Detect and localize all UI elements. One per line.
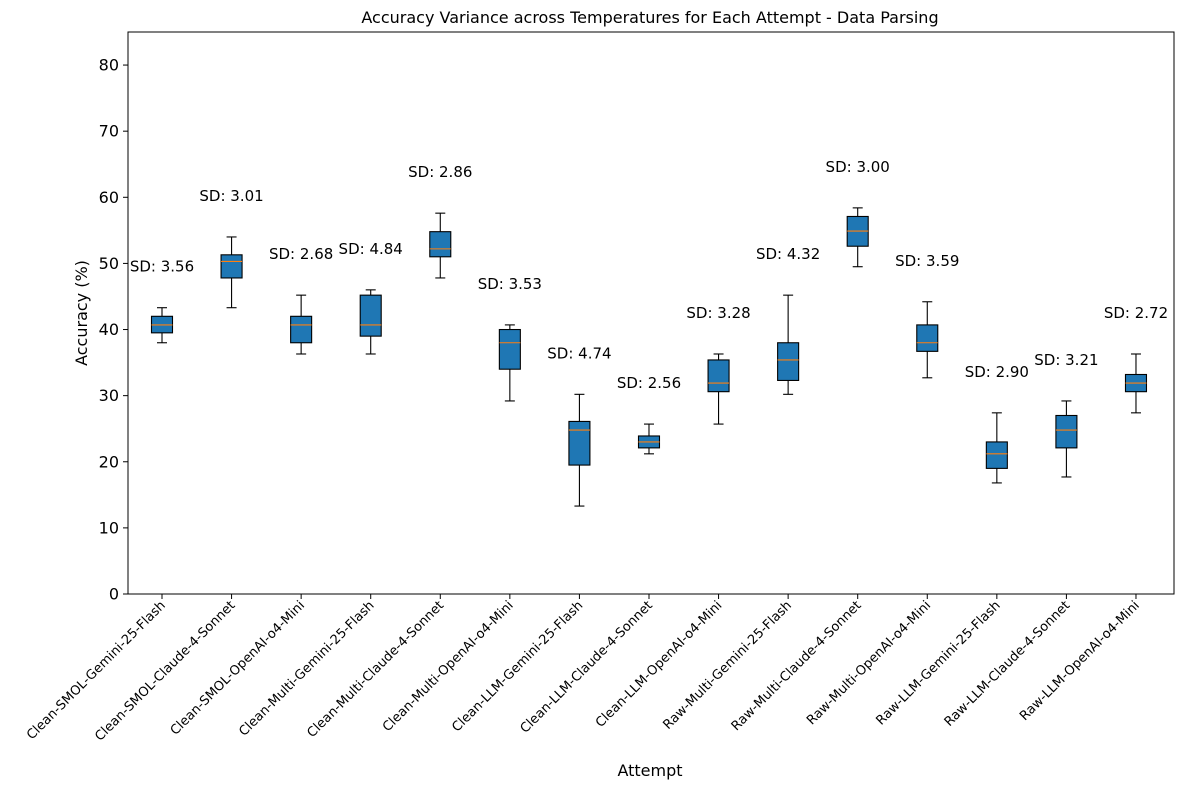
y-tick-label: 10 [99, 518, 119, 537]
y-tick-label: 60 [99, 188, 119, 207]
box-plot-8: SD: 2.56 [617, 374, 681, 455]
x-tick-label: Clean-LLM-Gemini-25-Flash [449, 598, 586, 735]
y-tick-label: 40 [99, 320, 119, 339]
x-tick-label: Raw-Multi-Gemini-25-Flash [660, 598, 794, 732]
box-plot-5: SD: 2.86 [408, 163, 472, 279]
iqr-box [359, 294, 382, 337]
sd-annotation: SD: 4.84 [339, 240, 403, 258]
y-tick-label: 50 [99, 254, 119, 273]
box-plot-4: SD: 4.84 [339, 240, 403, 355]
sd-annotation: SD: 4.74 [547, 344, 611, 362]
box-plot-9: SD: 3.28 [686, 304, 751, 425]
box-plot-10: SD: 4.32 [756, 245, 820, 395]
x-tick-label: Clean-SMOL-Gemini-25-Flash [24, 598, 169, 743]
sd-annotation: SD: 3.56 [130, 258, 194, 276]
x-tick-label: Clean-SMOL-OpenAI-o4-Mini [168, 598, 308, 738]
y-tick-label: 80 [99, 56, 119, 75]
sd-annotation: SD: 4.32 [756, 245, 820, 263]
y-tick-label: 70 [99, 122, 119, 141]
sd-annotation: SD: 2.72 [1104, 304, 1168, 322]
x-tick-label: Raw-LLM-Claude-4-Sonnet [942, 598, 1074, 730]
iqr-box [985, 441, 1008, 469]
sd-annotation: SD: 2.56 [617, 374, 681, 392]
iqr-box [568, 420, 591, 466]
x-tick-label: Raw-Multi-OpenAI-o4-Mini [804, 598, 934, 728]
y-tick-label: 20 [99, 452, 119, 471]
sd-annotation: SD: 3.21 [1034, 351, 1098, 369]
box-plot-2: SD: 3.01 [199, 187, 264, 309]
box-plot-7: SD: 4.74 [547, 344, 612, 507]
x-tick-label: Clean-Multi-Gemini-25-Flash [236, 598, 377, 739]
x-tick-label: Clean-LLM-Claude-4-Sonnet [518, 598, 656, 736]
iqr-box [429, 231, 452, 258]
iqr-box [290, 315, 313, 344]
box-plot-12: SD: 3.59 [895, 252, 959, 379]
sd-annotation: SD: 3.28 [686, 304, 750, 322]
iqr-box [777, 342, 800, 381]
sd-annotation: SD: 2.68 [269, 245, 333, 263]
box-plot-14: SD: 3.21 [1034, 351, 1099, 478]
sd-annotation: SD: 3.59 [895, 252, 959, 270]
box-plot-6: SD: 3.53 [478, 275, 542, 402]
sd-annotation: SD: 3.01 [199, 187, 263, 205]
box-plot-3: SD: 2.68 [269, 245, 333, 355]
x-axis-label: Attempt [617, 761, 682, 780]
iqr-box [1055, 414, 1078, 449]
y-axis: 0 10 20 30 40 50 60 70 80 [99, 56, 128, 604]
box-plot-1: SD: 3.56 [130, 258, 194, 344]
x-tick-label: Clean-SMOL-Claude-4-Sonnet [92, 598, 238, 744]
x-tick-label: Raw-LLM-Gemini-25-Flash [873, 598, 1003, 728]
x-tick-label: Raw-LLM-OpenAI-o4-Mini [1017, 598, 1143, 724]
x-axis: Clean-SMOL-Gemini-25-FlashClean-SMOL-Cla… [24, 594, 1143, 744]
iqr-box [707, 359, 730, 393]
box-plot-15: SD: 2.72 [1104, 304, 1168, 414]
iqr-box [498, 328, 521, 370]
iqr-box [916, 324, 939, 352]
y-tick-label: 0 [109, 585, 119, 604]
x-tick-label: Clean-Multi-OpenAI-o4-Mini [380, 598, 517, 735]
plot-marks: SD: 3.56 SD: 3.01 SD: 2.68 SD: 4.84 SD: 2.86… [130, 158, 1168, 507]
sd-annotation: SD: 3.53 [478, 275, 542, 293]
box-plot-11: SD: 3.00 [826, 158, 890, 268]
x-tick-label: Clean-LLM-OpenAI-o4-Mini [593, 598, 725, 730]
plot-area-frame [127, 31, 1175, 595]
y-axis-label: Accuracy (%) [72, 260, 91, 366]
y-tick-label: 30 [99, 386, 119, 405]
box-plot-13: SD: 2.90 [965, 363, 1029, 484]
iqr-box [220, 254, 243, 279]
sd-annotation: SD: 2.90 [965, 363, 1029, 381]
x-tick-label: Clean-Multi-Claude-4-Sonnet [305, 598, 448, 741]
x-tick-label: Raw-Multi-Claude-4-Sonnet [729, 598, 865, 734]
sd-annotation: SD: 3.00 [826, 158, 890, 176]
chart-title: Accuracy Variance across Temperatures fo… [361, 8, 938, 27]
sd-annotation: SD: 2.86 [408, 163, 472, 181]
